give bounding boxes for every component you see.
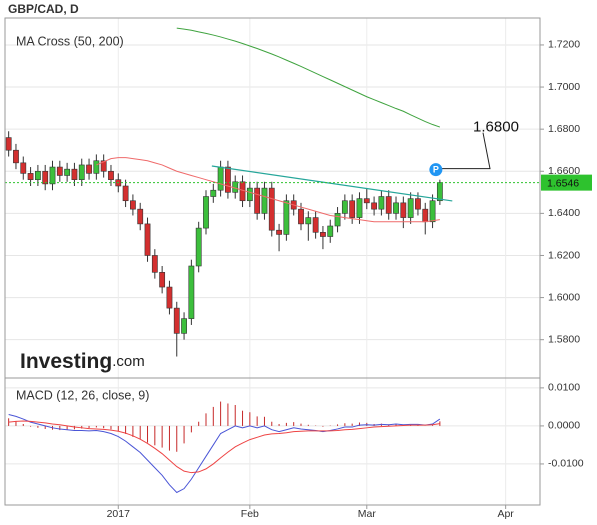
candle-body: [188, 265, 195, 319]
x-tick-label: Feb: [241, 508, 259, 520]
candle-body: [371, 202, 377, 210]
y-tick-label: 1.6400: [548, 207, 580, 219]
candle-body: [415, 198, 421, 210]
candle-body: [327, 225, 334, 237]
y-tick-label: -0.0100: [548, 458, 584, 470]
annotation-leader: [441, 132, 491, 170]
candle-body: [298, 208, 304, 225]
candle-body: [144, 223, 151, 256]
macd-line: [8, 420, 440, 474]
candle-body: [64, 168, 71, 176]
annotation-marker-label: P: [433, 165, 439, 175]
candle-body: [305, 217, 312, 225]
candle-body: [320, 232, 326, 237]
candle-body: [78, 164, 85, 180]
trendline: [211, 165, 453, 202]
candle-body: [159, 272, 166, 288]
candle-body: [86, 164, 92, 174]
moving-average: [96, 157, 440, 223]
candle-body: [108, 170, 114, 180]
candle-body: [356, 198, 363, 218]
panel-title: MACD (12, 26, close, 9): [16, 388, 149, 402]
candle-body: [122, 185, 129, 202]
candle-body: [27, 173, 34, 180]
candle-body: [363, 198, 370, 204]
candle-body: [217, 166, 224, 191]
candle-body: [5, 137, 12, 151]
y-tick-label: 1.7200: [548, 39, 580, 51]
candle-body: [436, 182, 443, 202]
candle-body: [130, 200, 136, 210]
annotation-text: 1.6800: [473, 119, 519, 136]
candle-body: [56, 166, 63, 176]
candle-body: [407, 198, 414, 218]
watermark-brand: Investing: [20, 350, 112, 373]
candle-body: [268, 187, 275, 231]
candle-body: [173, 307, 180, 334]
candle-body: [385, 196, 392, 214]
candle-body: [203, 196, 209, 229]
candle-body: [341, 200, 348, 214]
marks: [5, 27, 540, 494]
candle-body: [210, 189, 217, 197]
candle-body: [312, 217, 319, 233]
last-price-box: [541, 174, 592, 191]
candle-body: [349, 200, 356, 218]
candle-body: [20, 162, 27, 174]
candle-body: [13, 149, 19, 164]
candle-body: [232, 181, 239, 193]
y-tick-label: 0.0000: [548, 420, 580, 432]
candle-body: [239, 181, 246, 202]
x-tick-label: Apr: [497, 508, 514, 520]
candle-body: [71, 168, 78, 180]
y-tick-label: 0.0100: [548, 382, 580, 394]
annotation-marker: [429, 163, 443, 177]
candle-body: [166, 286, 173, 309]
candle-body: [276, 229, 282, 235]
candle-body: [378, 196, 385, 210]
candle-body: [181, 318, 187, 334]
candle-body: [34, 170, 41, 180]
candle-body: [254, 187, 261, 214]
chart-title: GBP/CAD, D: [8, 2, 79, 16]
watermark-suffix: .com: [112, 353, 145, 370]
candle-body: [100, 160, 107, 172]
watermark: Investing.com: [20, 350, 145, 373]
candle-body: [93, 160, 100, 174]
candle-body: [151, 255, 158, 273]
candle-body: [225, 166, 231, 193]
moving-average: [176, 27, 441, 128]
candle-body: [195, 227, 202, 267]
grid: [5, 18, 540, 505]
candle-body: [246, 187, 253, 202]
macd-panel-border: [4, 377, 541, 506]
y-tick-label: 1.6200: [548, 249, 580, 261]
y-tick-label: 1.6800: [548, 123, 580, 135]
macd-line: [8, 414, 441, 494]
y-tick-label: 1.7000: [548, 81, 580, 93]
y-tick-label: 1.6000: [548, 291, 580, 303]
candle-body: [429, 200, 436, 223]
y-tick-label: 1.6600: [548, 165, 580, 177]
panel-title: MA Cross (50, 200): [16, 34, 124, 48]
last-price-label: 1.6546: [547, 177, 579, 189]
candle-body: [49, 166, 56, 185]
candle-body: [400, 202, 407, 218]
candle-body: [261, 187, 268, 214]
y-tick-label: 1.5800: [548, 333, 580, 345]
x-tick-label: Mar: [358, 508, 377, 520]
candle-body: [393, 202, 399, 214]
candle-body: [422, 208, 429, 223]
candle-body: [334, 213, 341, 227]
x-tick-label: 2017: [107, 508, 131, 520]
candle-body: [137, 208, 144, 225]
candle-body: [283, 200, 290, 235]
candle-body: [42, 170, 49, 185]
